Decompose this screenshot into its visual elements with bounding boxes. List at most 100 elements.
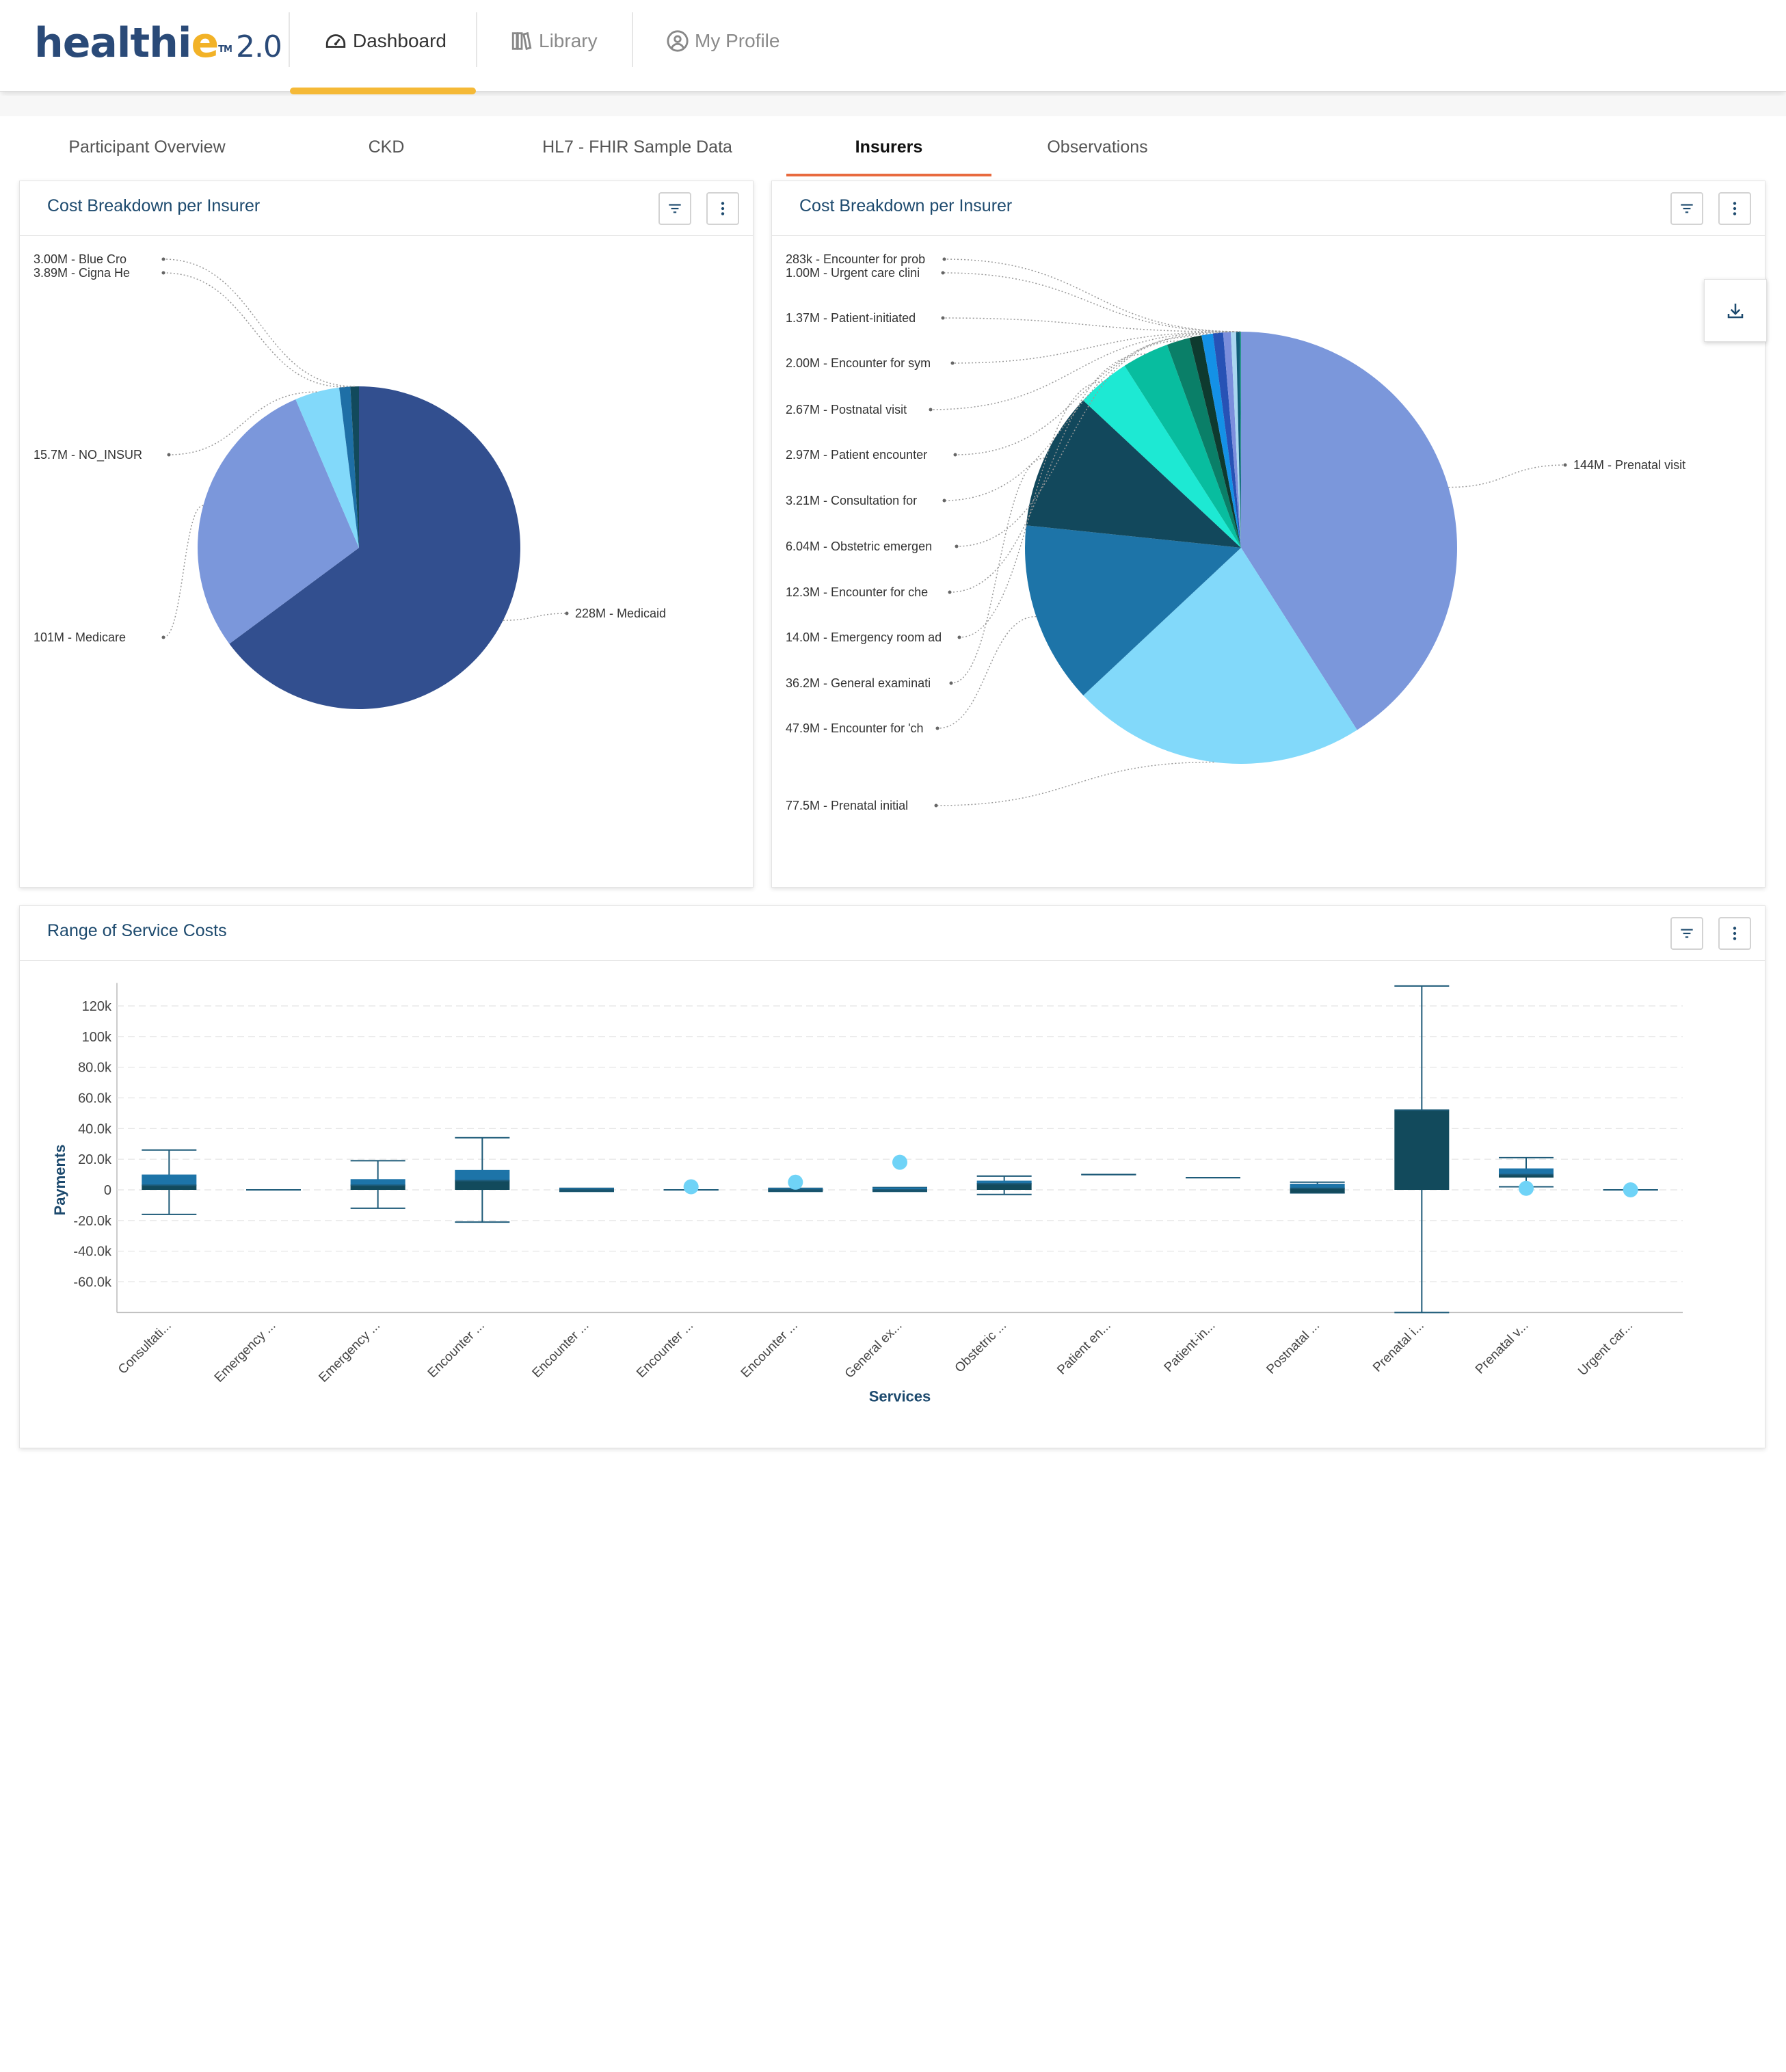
filter-icon <box>1681 204 1693 213</box>
y-tick-label: -20.0k <box>73 1214 112 1229</box>
pie-slice <box>1201 333 1241 548</box>
pie-leader-dot <box>955 544 959 548</box>
subtab-active-indicator <box>786 174 991 176</box>
pie-leader-dot <box>948 590 952 594</box>
pie-slice <box>1083 548 1357 764</box>
more-options-button[interactable] <box>1718 192 1751 225</box>
logo-text: healthi <box>34 19 191 67</box>
pie-leader-dot <box>565 611 569 615</box>
pie-leader-dot <box>941 316 945 320</box>
x-tick-label: Patient-in... <box>1162 1318 1218 1375</box>
nav-tab-label: Library <box>539 30 598 51</box>
box-upper <box>1290 1184 1345 1188</box>
card-header: Cost Breakdown per Insurer <box>20 181 753 236</box>
box-upper <box>142 1174 197 1186</box>
pie-slice <box>1241 332 1457 730</box>
pie-label: 1.00M - Urgent care clini <box>786 266 920 280</box>
box-upper <box>350 1179 405 1186</box>
nav-active-indicator <box>290 88 476 94</box>
nav-tab-library[interactable]: Library <box>510 19 598 63</box>
pie-label: 14.0M - Emergency room ad <box>786 630 942 644</box>
x-tick-label: Prenatal v... <box>1473 1318 1532 1377</box>
subtab-ckd[interactable]: CKD <box>368 137 405 157</box>
more-options-button[interactable] <box>1718 917 1751 950</box>
pie-label: 6.04M - Obstetric emergen <box>786 540 932 553</box>
x-tick-label: Encounter ... <box>634 1318 696 1381</box>
pie-label: 228M - Medicaid <box>575 607 666 620</box>
pie-leader-dot <box>953 453 957 457</box>
box-lower <box>1290 1188 1345 1193</box>
pie-chart-insurer: 228M - Medicaid 101M - Medicare 15.7M - NO… <box>34 252 666 709</box>
box-lower <box>976 1184 1032 1190</box>
healthie-logo[interactable]: healthieTM 2.0 <box>34 19 282 67</box>
pie-slice <box>197 399 359 644</box>
box-outlier <box>892 1154 907 1170</box>
filter-button[interactable] <box>658 192 691 225</box>
y-tick-label: 120k <box>82 999 112 1014</box>
more-vertical-icon <box>721 202 725 215</box>
pie-label: 2.00M - Encounter for sym <box>786 356 931 370</box>
subtab-participant-overview[interactable]: Participant Overview <box>68 137 226 157</box>
pie-leader-dot <box>1563 463 1567 467</box>
subtab-insurers[interactable]: Insurers <box>855 137 923 157</box>
more-options-button[interactable] <box>706 192 739 225</box>
box-outlier <box>683 1179 699 1195</box>
subtab-hl7-fhir[interactable]: HL7 - FHIR Sample Data <box>542 137 732 157</box>
pie-leader-dot <box>929 408 933 412</box>
pie-leader-dot <box>935 726 939 730</box>
pie-leader-dot <box>942 257 946 261</box>
nav-tab-dashboard[interactable]: Dashboard <box>324 19 446 63</box>
filter-button[interactable] <box>1670 192 1703 225</box>
pie-leader-line <box>163 258 355 387</box>
card-header: Range of Service Costs <box>20 906 1765 961</box>
more-vertical-icon <box>1733 202 1737 215</box>
pie-leader-line <box>955 334 1208 455</box>
pie-leader-line <box>503 613 568 621</box>
subtab-observations[interactable]: Observations <box>1047 137 1148 157</box>
box-upper <box>976 1180 1032 1184</box>
pie-leader-line <box>942 317 1234 332</box>
box-lower <box>1499 1174 1554 1178</box>
x-axis-title: Services <box>869 1387 931 1405</box>
pie-leader-dot <box>161 271 165 275</box>
download-icon <box>1727 304 1744 319</box>
pie-label: 2.97M - Patient encounter <box>786 448 927 462</box>
nav-divider <box>289 12 290 67</box>
x-tick-label: Encounter ... <box>738 1318 801 1381</box>
pie-slice <box>1167 338 1241 548</box>
card-cost-breakdown-left: Cost Breakdown per Insurer 228M - Medica… <box>19 181 754 888</box>
user-circle-icon <box>667 30 689 52</box>
nav-divider <box>632 12 633 67</box>
y-tick-label: 100k <box>82 1030 112 1045</box>
download-button[interactable] <box>1704 279 1767 342</box>
pie-leader-line <box>1448 464 1566 488</box>
pie-slice <box>350 386 359 548</box>
pie-slice <box>1240 332 1241 548</box>
filter-button[interactable] <box>1670 917 1703 950</box>
pie-slice <box>1026 400 1241 548</box>
pie-label: 77.5M - Prenatal initial <box>786 799 908 812</box>
pie-leader-dot <box>950 361 955 365</box>
box-upper <box>1499 1168 1554 1175</box>
pie-label: 283k - Encounter for prob <box>786 252 925 266</box>
pie-label: 47.9M - Encounter for 'ch <box>786 721 924 735</box>
x-tick-label: Postnatal ... <box>1264 1318 1322 1377</box>
nav-tab-my-profile[interactable]: My Profile <box>666 19 779 63</box>
boxplot-chart: 120k 100k 80.0k 60.0k 40.0k 20.0k 0 -20.0k -40.0… <box>51 983 1683 1405</box>
pie-label: 3.00M - Blue Cro <box>34 252 126 266</box>
pie-leader-dot <box>167 453 171 457</box>
x-tick-label: Encounter ... <box>425 1318 488 1381</box>
pie-leader-dot <box>957 635 961 639</box>
x-tick-label: Prenatal i... <box>1370 1318 1427 1375</box>
box-outlier <box>1519 1180 1534 1196</box>
pie-label: 2.67M - Postnatal visit <box>786 403 907 416</box>
pie-leader-dot <box>161 635 165 639</box>
pie-label: 15.7M - NO_INSUR <box>34 448 142 462</box>
gauge-icon <box>325 34 346 48</box>
x-tick-label: Emergency ... <box>316 1318 383 1385</box>
y-axis-title: Payments <box>51 1145 68 1216</box>
more-vertical-icon <box>1733 927 1737 940</box>
pie-slice <box>1236 332 1241 548</box>
pie-slice <box>1025 525 1241 695</box>
x-tick-label: Obstetric ... <box>952 1318 1010 1376</box>
